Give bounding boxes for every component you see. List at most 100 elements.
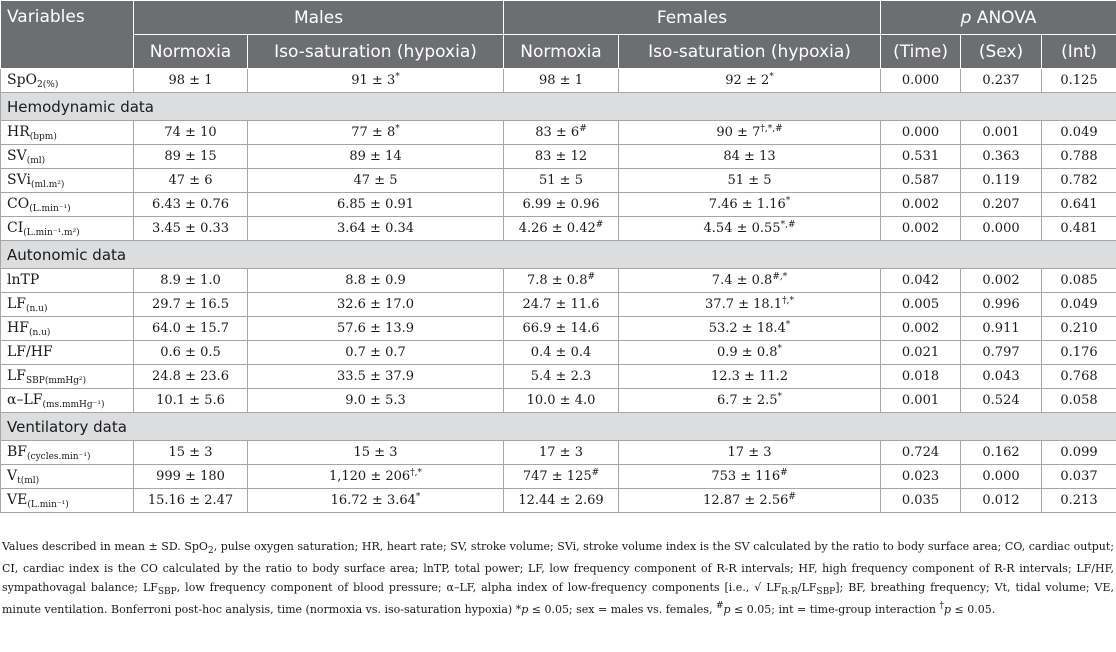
table-row: CI(L.min⁻¹.m²) 3.45 ± 0.33 3.64 ± 0.34 4.26… bbox=[0, 216, 1116, 241]
cell-p-int: 0.788 bbox=[1041, 144, 1116, 169]
cell-p-time: 0.002 bbox=[880, 192, 962, 217]
cell-females-isosat: 84 ± 13 bbox=[617, 144, 882, 169]
cell-p-int: 0.058 bbox=[1041, 388, 1116, 413]
cell-p-sex: 0.996 bbox=[960, 292, 1043, 317]
cell-p-sex: 0.363 bbox=[960, 144, 1043, 169]
table-footnote: Values described in mean ± SD. SpO2, pul… bbox=[2, 540, 1115, 617]
variable-label: SV(ml) bbox=[0, 144, 134, 169]
cell-males-normoxia: 89 ± 15 bbox=[133, 144, 248, 169]
cell-males-isosat: 15 ± 3 bbox=[247, 440, 504, 465]
table-row: VE(L.min⁻¹) 15.16 ± 2.47 16.72 ± 3.64* 12.4… bbox=[0, 488, 1116, 513]
variable-label: LF(n.u) bbox=[0, 292, 134, 317]
cell-p-sex: 0.207 bbox=[960, 192, 1043, 217]
cell-p-int: 0.049 bbox=[1041, 120, 1116, 145]
cell-males-isosat: 32.6 ± 17.0 bbox=[247, 292, 504, 317]
table-row: BF(cycles.min⁻¹) 15 ± 3 15 ± 3 17 ± 3 17 ± 3… bbox=[0, 440, 1116, 465]
cell-females-normoxia: 5.4 ± 2.3 bbox=[503, 364, 619, 389]
variable-label: VE(L.min⁻¹) bbox=[0, 488, 134, 513]
cell-p-sex: 0.012 bbox=[960, 488, 1043, 513]
table-row: LFSBP(mmHg²) 24.8 ± 23.6 33.5 ± 37.9 5.4 ± … bbox=[0, 364, 1116, 389]
cell-p-time: 0.005 bbox=[880, 292, 962, 317]
cell-females-isosat: 7.4 ± 0.8#,* bbox=[617, 268, 882, 293]
cell-females-isosat: 53.2 ± 18.4* bbox=[617, 316, 882, 341]
cell-males-isosat: 89 ± 14 bbox=[247, 144, 504, 169]
cell-p-time: 0.002 bbox=[880, 216, 962, 241]
cell-males-normoxia: 24.8 ± 23.6 bbox=[133, 364, 248, 389]
cell-p-int: 0.125 bbox=[1041, 68, 1116, 93]
cell-p-sex: 0.911 bbox=[960, 316, 1043, 341]
ventilatory-rows: BF(cycles.min⁻¹) 15 ± 3 15 ± 3 17 ± 3 17 ± 3… bbox=[0, 440, 1116, 513]
header-males-isosat: Iso-saturation (hypoxia) bbox=[247, 34, 504, 69]
cell-males-normoxia: 6.43 ± 0.76 bbox=[133, 192, 248, 217]
cell-males-normoxia: 10.1 ± 5.6 bbox=[133, 388, 248, 413]
header-anova: p ANOVA bbox=[880, 0, 1116, 35]
cell-males-normoxia: 15 ± 3 bbox=[133, 440, 248, 465]
cell-p-time: 0.023 bbox=[880, 464, 962, 489]
cell-p-sex: 0.119 bbox=[960, 168, 1043, 193]
cell-females-normoxia: 0.4 ± 0.4 bbox=[503, 340, 619, 365]
cell-p-sex: 0.000 bbox=[960, 464, 1043, 489]
cell-males-normoxia: 29.7 ± 16.5 bbox=[133, 292, 248, 317]
cell-males-normoxia: 8.9 ± 1.0 bbox=[133, 268, 248, 293]
variable-label: SVi(ml.m²) bbox=[0, 168, 134, 193]
cell-p-time: 0.042 bbox=[880, 268, 962, 293]
cell-males-isosat: 16.72 ± 3.64* bbox=[247, 488, 504, 513]
cell-females-normoxia: 4.26 ± 0.42# bbox=[503, 216, 619, 241]
cell-males-isosat: 57.6 ± 13.9 bbox=[247, 316, 504, 341]
cell-females-isosat: 6.7 ± 2.5* bbox=[617, 388, 882, 413]
cell-females-isosat: 4.54 ± 0.55*,# bbox=[617, 216, 882, 241]
cell-females-normoxia: 66.9 ± 14.6 bbox=[503, 316, 619, 341]
cell-males-isosat: 6.85 ± 0.91 bbox=[247, 192, 504, 217]
cell-males-isosat: 0.7 ± 0.7 bbox=[247, 340, 504, 365]
cell-females-normoxia: 83 ± 6# bbox=[503, 120, 619, 145]
cell-p-int: 0.049 bbox=[1041, 292, 1116, 317]
header-females: Females bbox=[502, 0, 882, 35]
cell-females-isosat: 90 ± 7†,*,# bbox=[617, 120, 882, 145]
cell-females-normoxia: 51 ± 5 bbox=[503, 168, 619, 193]
cell-males-isosat: 91 ± 3* bbox=[247, 68, 504, 93]
table-row: lnTP 8.9 ± 1.0 8.8 ± 0.9 7.8 ± 0.8# 7.4 ± 0.… bbox=[0, 268, 1116, 293]
variable-label: SpO2(%) bbox=[0, 68, 134, 93]
cell-males-isosat: 1,120 ± 206†,* bbox=[247, 464, 504, 489]
cell-p-time: 0.021 bbox=[880, 340, 962, 365]
cell-females-normoxia: 7.8 ± 0.8# bbox=[503, 268, 619, 293]
cell-females-isosat: 17 ± 3 bbox=[617, 440, 882, 465]
variable-label: α–LF(ms.mmHg⁻¹) bbox=[0, 388, 134, 413]
table-row: α–LF(ms.mmHg⁻¹) 10.1 ± 5.6 9.0 ± 5.3 10.0 ±… bbox=[0, 388, 1116, 413]
cell-females-isosat: 92 ± 2* bbox=[617, 68, 882, 93]
cell-females-normoxia: 24.7 ± 11.6 bbox=[503, 292, 619, 317]
autonomic-rows: lnTP 8.9 ± 1.0 8.8 ± 0.9 7.8 ± 0.8# 7.4 ± 0.… bbox=[0, 268, 1116, 413]
cell-p-int: 0.085 bbox=[1041, 268, 1116, 293]
cell-p-int: 0.782 bbox=[1041, 168, 1116, 193]
cell-females-normoxia: 747 ± 125# bbox=[503, 464, 619, 489]
section-hemodynamic: Hemodynamic data bbox=[0, 92, 1116, 121]
variable-label: LF/HF bbox=[0, 340, 134, 365]
cell-p-int: 0.099 bbox=[1041, 440, 1116, 465]
cell-females-normoxia: 83 ± 12 bbox=[503, 144, 619, 169]
header-row-1: Variables Males Females p ANOVA bbox=[0, 0, 1116, 69]
cell-males-normoxia: 15.16 ± 2.47 bbox=[133, 488, 248, 513]
header-time: (Time) bbox=[880, 34, 962, 69]
cell-p-time: 0.001 bbox=[880, 388, 962, 413]
cell-p-time: 0.000 bbox=[880, 120, 962, 145]
cell-females-isosat: 12.3 ± 11.2 bbox=[617, 364, 882, 389]
table-row: LF/HF 0.6 ± 0.5 0.7 ± 0.7 0.4 ± 0.4 0.9 ± 0.… bbox=[0, 340, 1116, 365]
cell-males-normoxia: 64.0 ± 15.7 bbox=[133, 316, 248, 341]
cell-p-int: 0.768 bbox=[1041, 364, 1116, 389]
cell-males-isosat: 77 ± 8* bbox=[247, 120, 504, 145]
header-row-2: Normoxia Iso-saturation (hypoxia) Normox… bbox=[1, 34, 1116, 69]
variable-label: LFSBP(mmHg²) bbox=[0, 364, 134, 389]
cell-p-time: 0.587 bbox=[880, 168, 962, 193]
cell-p-time: 0.724 bbox=[880, 440, 962, 465]
header-int: (Int) bbox=[1041, 34, 1116, 69]
header-females-isosat: Iso-saturation (hypoxia) bbox=[617, 34, 882, 69]
section-row: Ventilatory data bbox=[0, 412, 1116, 441]
cell-males-normoxia: 3.45 ± 0.33 bbox=[133, 216, 248, 241]
cell-p-sex: 0.524 bbox=[960, 388, 1043, 413]
table-row: LF(n.u) 29.7 ± 16.5 32.6 ± 17.0 24.7 ± 11.6… bbox=[0, 292, 1116, 317]
cell-p-time: 0.035 bbox=[880, 488, 962, 513]
cell-females-normoxia: 98 ± 1 bbox=[503, 68, 619, 93]
section-row: Hemodynamic data bbox=[0, 92, 1116, 121]
cell-females-normoxia: 10.0 ± 4.0 bbox=[503, 388, 619, 413]
data-table: Variables Males Females p ANOVA Normoxia… bbox=[0, 0, 1116, 513]
